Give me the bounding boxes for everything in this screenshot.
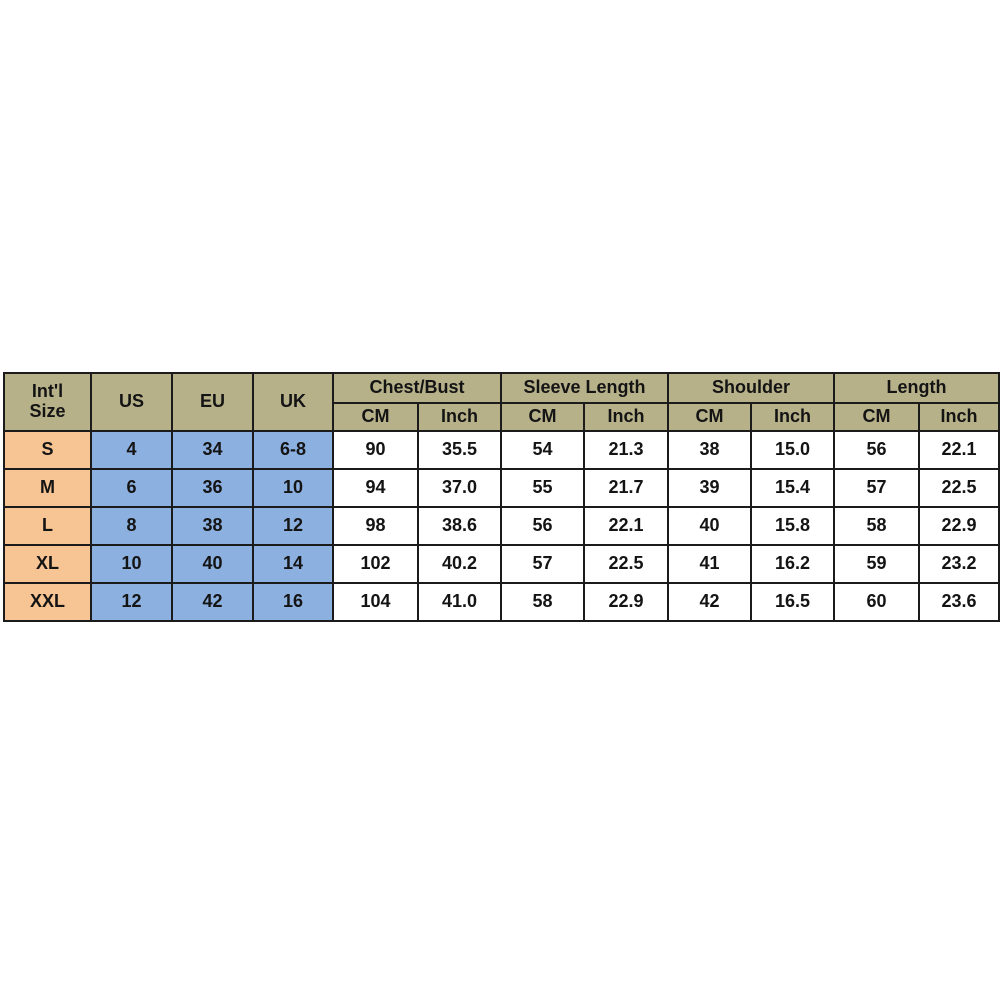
header-intl-size: Int'l Size	[3, 372, 92, 432]
cell-chest-cm: 94	[332, 468, 419, 508]
cell-shoulder-inch: 15.0	[750, 430, 836, 470]
cell-sleeve-cm: 57	[500, 544, 586, 584]
header-uk: UK	[252, 372, 334, 432]
cell-chest-cm: 90	[332, 430, 419, 470]
cell-sleeve-cm: 55	[500, 468, 586, 508]
cell-length-cm: 60	[833, 582, 921, 622]
cell-shoulder-inch: 16.5	[750, 582, 836, 622]
header-group-length: Length	[833, 372, 1001, 404]
cell-us: 8	[90, 506, 173, 546]
header-eu: EU	[171, 372, 254, 432]
subheader-sleeve-cm: CM	[500, 402, 586, 432]
cell-size: XL	[3, 544, 92, 584]
cell-uk: 12	[252, 506, 334, 546]
subheader-chest-cm: CM	[332, 402, 419, 432]
cell-eu: 34	[171, 430, 254, 470]
cell-sleeve-inch: 22.1	[583, 506, 670, 546]
cell-shoulder-cm: 39	[667, 468, 753, 508]
header-intl-line1: Int'l	[31, 381, 64, 402]
header-row-units: CM Inch CM Inch CM Inch CM Inch	[4, 402, 1001, 432]
table-row-l: L 8 38 12 98 38.6 56 22.1 40 15.8 58 22.…	[3, 506, 1001, 546]
cell-sleeve-inch: 21.7	[583, 468, 670, 508]
cell-shoulder-inch: 15.8	[750, 506, 836, 546]
cell-chest-inch: 37.0	[416, 468, 503, 508]
cell-length-inch: 22.1	[918, 430, 1001, 470]
cell-chest-cm: 104	[332, 582, 419, 622]
cell-eu: 40	[171, 544, 254, 584]
cell-us: 4	[90, 430, 173, 470]
table-row-xxl: XXL 12 42 16 104 41.0 58 22.9 42 16.5 60…	[3, 582, 1001, 622]
cell-shoulder-cm: 40	[667, 506, 753, 546]
cell-uk: 6-8	[252, 430, 334, 470]
cell-length-cm: 58	[833, 506, 921, 546]
cell-chest-inch: 35.5	[416, 430, 503, 470]
cell-length-inch: 22.9	[918, 506, 1001, 546]
subheader-length-cm: CM	[833, 402, 921, 432]
cell-eu: 42	[171, 582, 254, 622]
subheader-length-inch: Inch	[918, 402, 1001, 432]
header-group-sleeve-length: Sleeve Length	[500, 372, 670, 404]
cell-us: 12	[90, 582, 173, 622]
cell-shoulder-cm: 42	[667, 582, 753, 622]
header-intl-line2: Size	[29, 401, 66, 421]
cell-sleeve-inch: 22.9	[583, 582, 670, 622]
header-us: US	[90, 372, 173, 432]
cell-shoulder-inch: 15.4	[750, 468, 836, 508]
cell-shoulder-cm: 41	[667, 544, 753, 584]
cell-eu: 36	[171, 468, 254, 508]
table-row-s: S 4 34 6-8 90 35.5 54 21.3 38 15.0 56 22…	[3, 430, 1001, 470]
size-chart-table: Int'l Size US EU UK Chest/Bust Sleeve Le…	[3, 372, 1001, 622]
cell-length-cm: 59	[833, 544, 921, 584]
cell-length-inch: 22.5	[918, 468, 1001, 508]
subheader-shoulder-cm: CM	[667, 402, 753, 432]
cell-uk: 16	[252, 582, 334, 622]
header-group-chest-bust: Chest/Bust	[331, 372, 503, 404]
cell-shoulder-inch: 16.2	[750, 544, 836, 584]
cell-sleeve-inch: 21.3	[583, 430, 670, 470]
cell-length-cm: 56	[833, 430, 921, 470]
cell-length-inch: 23.6	[918, 582, 1001, 622]
cell-chest-inch: 38.6	[416, 506, 503, 546]
cell-us: 6	[90, 468, 173, 508]
cell-chest-cm: 98	[332, 506, 419, 546]
cell-sleeve-cm: 54	[500, 430, 586, 470]
cell-shoulder-cm: 38	[667, 430, 753, 470]
cell-uk: 10	[252, 468, 334, 508]
table-row-m: M 6 36 10 94 37.0 55 21.7 39 15.4 57 22.…	[3, 468, 1001, 508]
cell-size: L	[3, 506, 92, 546]
cell-uk: 14	[252, 544, 334, 584]
header-group-shoulder: Shoulder	[667, 372, 836, 404]
cell-sleeve-cm: 56	[500, 506, 586, 546]
cell-sleeve-cm: 58	[500, 582, 586, 622]
header-row-groups: Int'l Size US EU UK Chest/Bust Sleeve Le…	[3, 372, 1001, 432]
table-row-xl: XL 10 40 14 102 40.2 57 22.5 41 16.2 59 …	[3, 544, 1001, 584]
cell-size: XXL	[3, 582, 92, 622]
cell-sleeve-inch: 22.5	[583, 544, 670, 584]
subheader-sleeve-inch: Inch	[583, 402, 670, 432]
cell-chest-inch: 40.2	[416, 544, 503, 584]
cell-us: 10	[90, 544, 173, 584]
subheader-chest-inch: Inch	[416, 402, 503, 432]
cell-length-inch: 23.2	[918, 544, 1001, 584]
subheader-shoulder-inch: Inch	[750, 402, 836, 432]
cell-size: M	[3, 468, 92, 508]
cell-length-cm: 57	[833, 468, 921, 508]
cell-chest-cm: 102	[332, 544, 419, 584]
cell-size: S	[3, 430, 92, 470]
cell-eu: 38	[171, 506, 254, 546]
cell-chest-inch: 41.0	[416, 582, 503, 622]
